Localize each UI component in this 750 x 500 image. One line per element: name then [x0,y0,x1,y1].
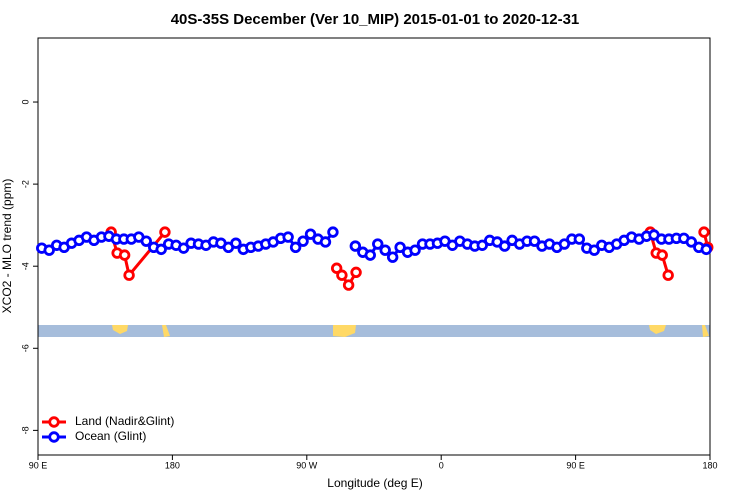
data-point [498,240,511,252]
legend-label: Ocean (Glint) [75,429,146,443]
data-point [336,269,348,281]
land-shapes [112,325,709,337]
data-point [177,242,190,254]
data-point [319,236,332,248]
data-point [656,249,668,261]
y-tick-label: -6 [20,344,30,352]
data-point [304,228,317,240]
data-point [528,235,541,247]
data-point [372,238,384,250]
data-point [386,251,399,263]
legend-marker [48,431,60,443]
x-tick-label: 90 E [566,460,585,470]
x-tick-label: 180 [165,460,180,470]
data-point [159,226,171,238]
data-point [573,233,586,245]
y-tick-label: 0 [20,100,30,105]
data-point [123,269,135,281]
data-point [379,244,391,256]
data-point [588,244,600,256]
chart-title: 40S-35S December (Ver 10_MIP) 2015-01-01… [171,11,580,28]
legend-label: Land (Nadir&Glint) [75,414,174,428]
x-tick-label: 90 E [29,460,48,470]
data-point [327,226,339,238]
data-point [685,236,698,248]
data-point [155,243,167,256]
x-tick-label: 90 W [296,460,318,470]
y-tick-label: -2 [20,180,30,188]
data-point [297,235,309,247]
data-point [140,235,152,247]
y-tick-label: -8 [20,426,30,434]
x-tick-label: 180 [702,460,717,470]
data-point [394,241,406,254]
data-point [364,249,376,261]
data-point [350,266,362,279]
data-point [409,244,421,256]
data-point [476,239,488,251]
data-point [330,262,343,274]
data-point [118,249,131,261]
data-point [558,238,571,250]
data-point [662,269,674,281]
x-tick-label: 0 [439,460,444,470]
data-point [700,243,712,256]
y-axis-label: XCO2 - MLO trend (ppm) [0,179,14,314]
x-axis-label: Longitude (deg E) [327,476,422,490]
data-point [349,240,362,252]
data-point [282,231,294,243]
map-strip [38,325,710,337]
data-point [698,226,710,238]
legend-marker [48,416,60,428]
data-point [230,237,242,249]
data-point [342,279,355,291]
y-tick-label: -4 [20,262,30,270]
data-point [289,241,302,254]
data-point [43,244,55,256]
